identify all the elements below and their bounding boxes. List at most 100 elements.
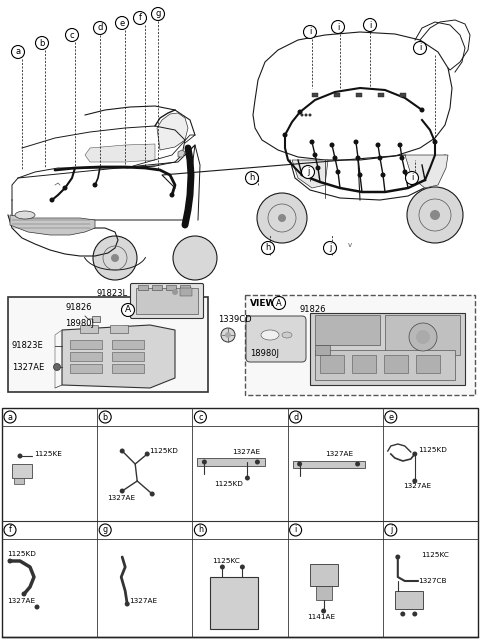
Circle shape <box>397 142 403 148</box>
Circle shape <box>409 323 437 351</box>
Bar <box>180 285 190 290</box>
Bar <box>70 364 102 373</box>
Bar <box>112 352 144 361</box>
Polygon shape <box>10 215 95 235</box>
Bar <box>136 288 198 314</box>
Text: i: i <box>411 174 413 183</box>
Circle shape <box>17 454 23 459</box>
Circle shape <box>12 45 24 59</box>
Circle shape <box>111 254 119 262</box>
Text: c: c <box>198 413 203 422</box>
Text: 1125KD: 1125KD <box>149 448 178 454</box>
Text: 1125KC: 1125KC <box>421 552 449 558</box>
Text: f: f <box>9 525 12 534</box>
Bar <box>70 352 102 361</box>
Bar <box>138 285 148 290</box>
Text: i: i <box>294 525 297 534</box>
Circle shape <box>240 564 245 569</box>
Circle shape <box>289 524 301 536</box>
Circle shape <box>94 22 107 35</box>
Bar <box>92 316 100 322</box>
Circle shape <box>65 29 79 42</box>
Circle shape <box>399 155 405 160</box>
Text: g: g <box>103 525 108 534</box>
Circle shape <box>120 488 125 493</box>
Bar <box>210 577 258 629</box>
Circle shape <box>312 153 317 157</box>
Text: 18980J: 18980J <box>250 348 279 357</box>
Text: d: d <box>97 24 103 33</box>
Bar <box>14 478 24 484</box>
Circle shape <box>144 452 150 456</box>
Bar <box>310 313 465 385</box>
Text: i: i <box>369 20 371 29</box>
Text: h: h <box>249 174 255 183</box>
Circle shape <box>315 166 321 171</box>
Bar <box>293 461 365 468</box>
Text: 1125KD: 1125KD <box>215 481 243 487</box>
Circle shape <box>430 210 440 220</box>
Circle shape <box>99 411 111 423</box>
Polygon shape <box>62 325 175 388</box>
Bar <box>316 586 332 600</box>
Circle shape <box>49 197 55 203</box>
Circle shape <box>257 193 307 243</box>
Circle shape <box>385 411 397 423</box>
Circle shape <box>300 114 303 116</box>
Bar <box>8 297 208 392</box>
Circle shape <box>416 330 430 344</box>
Circle shape <box>173 236 217 280</box>
Circle shape <box>125 601 130 606</box>
Circle shape <box>403 169 408 174</box>
Bar <box>70 340 102 349</box>
Circle shape <box>303 26 316 38</box>
Circle shape <box>353 139 359 144</box>
Text: 1327AE: 1327AE <box>107 495 135 501</box>
Text: 1327AE: 1327AE <box>7 598 35 604</box>
Circle shape <box>310 139 314 144</box>
Circle shape <box>375 142 381 148</box>
Text: VIEW: VIEW <box>250 298 276 307</box>
Bar <box>197 458 265 466</box>
Circle shape <box>289 411 301 423</box>
Circle shape <box>333 155 337 160</box>
Circle shape <box>396 555 400 560</box>
Text: g: g <box>156 10 161 19</box>
Text: 1327AE: 1327AE <box>403 483 431 489</box>
Text: 1327AE: 1327AE <box>129 598 157 604</box>
Text: 1125KD: 1125KD <box>7 551 36 557</box>
Circle shape <box>413 42 427 54</box>
Text: f: f <box>139 13 142 22</box>
Text: 18980J: 18980J <box>65 318 94 328</box>
Circle shape <box>324 242 336 254</box>
Text: 91823E: 91823E <box>12 341 44 351</box>
Circle shape <box>62 185 68 190</box>
Circle shape <box>93 183 97 187</box>
FancyBboxPatch shape <box>131 284 204 318</box>
Bar <box>315 345 330 355</box>
Circle shape <box>22 592 26 596</box>
Bar <box>80 325 98 333</box>
Text: 1125KD: 1125KD <box>418 447 447 453</box>
Bar <box>166 285 176 290</box>
Text: 1125KE: 1125KE <box>34 451 62 457</box>
Circle shape <box>262 242 275 254</box>
Circle shape <box>225 332 231 338</box>
Circle shape <box>329 142 335 148</box>
Circle shape <box>432 139 437 144</box>
Bar <box>310 564 337 586</box>
Circle shape <box>4 524 16 536</box>
Circle shape <box>221 328 235 342</box>
Circle shape <box>385 524 397 536</box>
Circle shape <box>8 558 12 564</box>
Bar <box>152 285 162 290</box>
Circle shape <box>35 604 39 610</box>
Circle shape <box>304 114 308 116</box>
Circle shape <box>412 612 417 617</box>
Circle shape <box>377 155 383 160</box>
Bar <box>416 355 440 373</box>
Text: e: e <box>120 19 125 27</box>
Text: a: a <box>15 47 21 56</box>
Text: j: j <box>329 243 331 252</box>
Bar <box>12 464 32 478</box>
